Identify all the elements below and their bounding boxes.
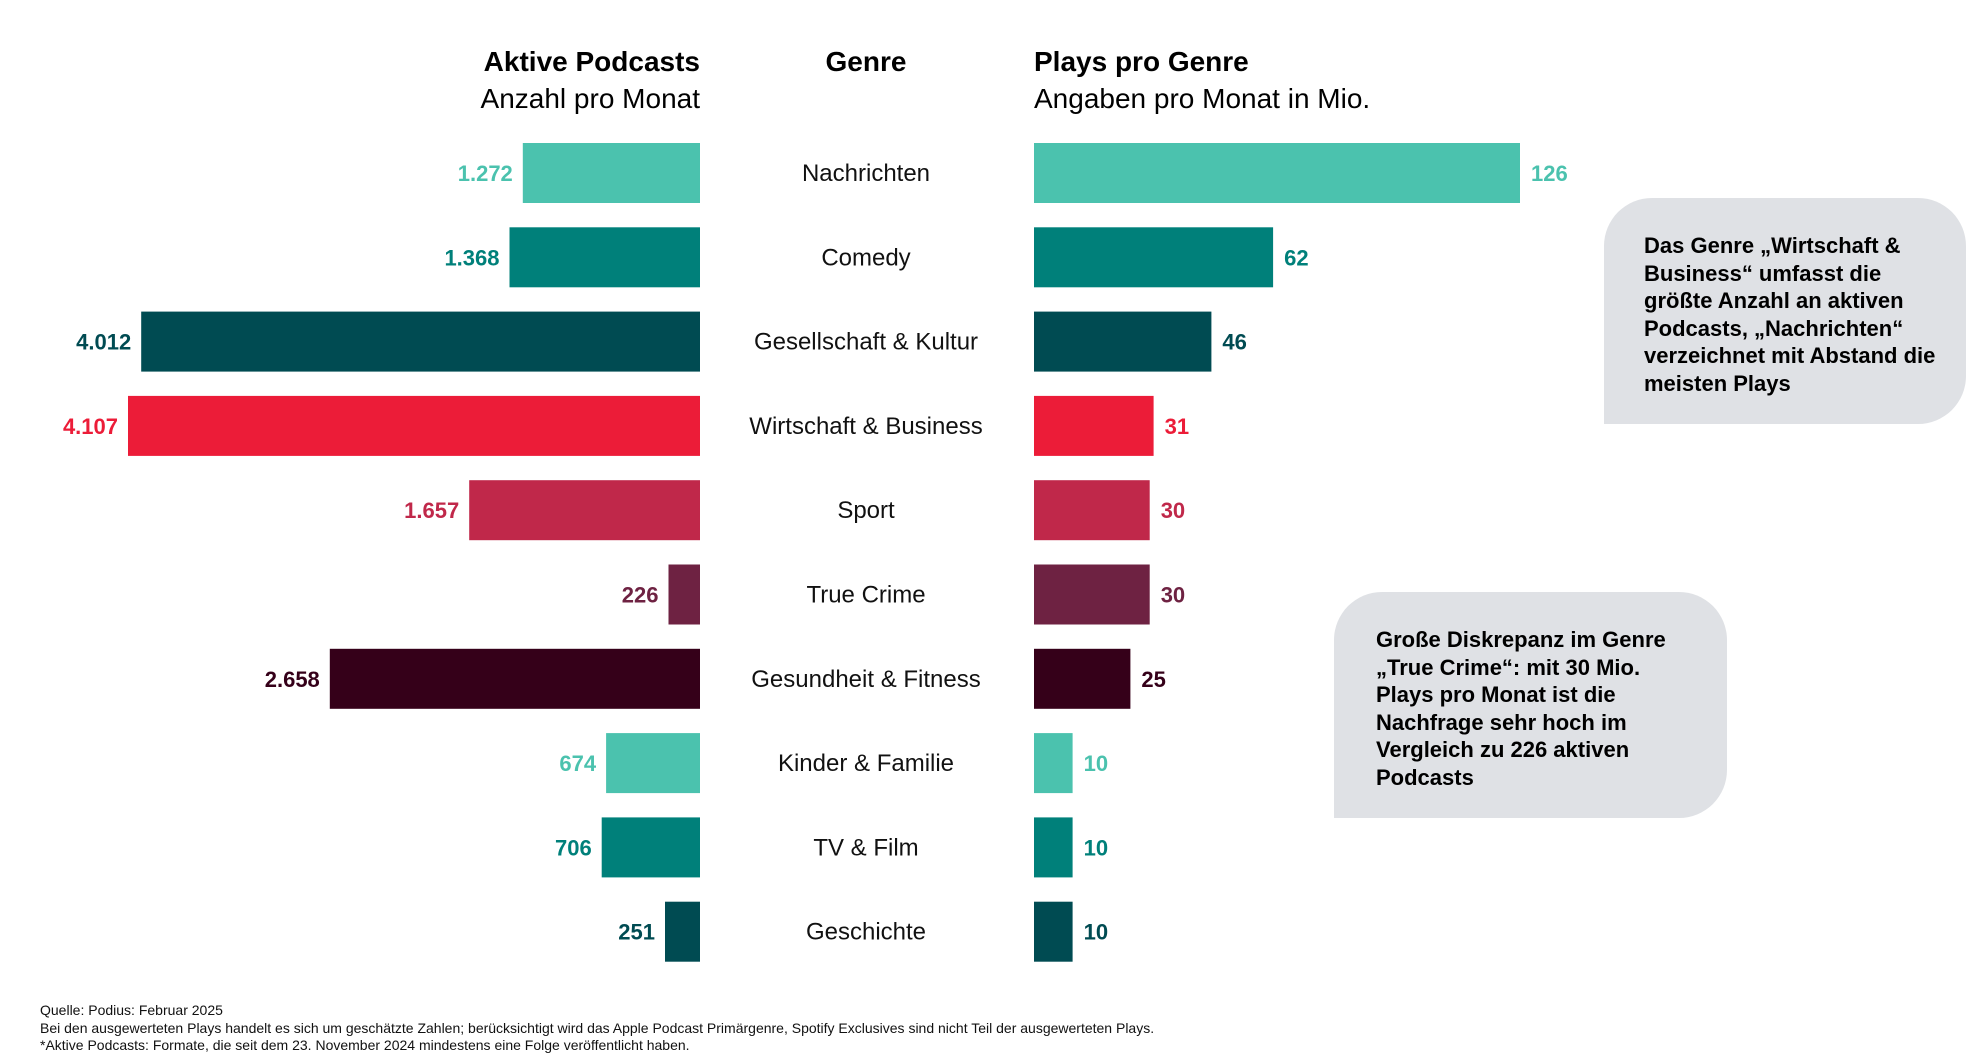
left-header-subtitle: Anzahl pro Monat — [481, 83, 701, 114]
genre-label-wirtschaft-business: Wirtschaft & Business — [749, 413, 982, 440]
genre-label-gesundheit-fitness: Gesundheit & Fitness — [751, 666, 980, 693]
value-label-plays-gesundheit-fitness: 25 — [1141, 667, 1165, 692]
bars-layer: 1.272 Nachrichten 126 1.368 Comedy 62 4.012 Ges… — [63, 143, 1568, 962]
callout-wirtschaft-text: Das Genre „Wirtschaft & Business“ umfass… — [1644, 233, 1936, 396]
value-label-aktive-podcasts-gesundheit-fitness: 2.658 — [265, 667, 320, 692]
bar-plays-comedy — [1034, 227, 1274, 288]
value-label-plays-comedy: 62 — [1284, 245, 1308, 270]
right-header-subtitle: Angaben pro Monat in Mio. — [1034, 83, 1370, 114]
bar-aktive-podcasts-true-crime — [668, 564, 700, 625]
bar-aktive-podcasts-nachrichten — [522, 143, 700, 203]
bar-plays-true-crime — [1034, 564, 1150, 625]
bar-plays-geschichte — [1034, 901, 1073, 962]
value-label-plays-tv-film: 10 — [1084, 835, 1108, 860]
callout-true-crime-text: Große Diskrepanz im Genre „True Crime“: … — [1376, 627, 1666, 790]
bar-plays-sport — [1034, 480, 1150, 541]
center-header-title: Genre — [826, 46, 907, 77]
chart-headers: Aktive Podcasts Anzahl pro Monat Genre P… — [481, 46, 1371, 114]
genre-label-gesellschaft-kultur: Gesellschaft & Kultur — [754, 329, 978, 356]
footnotes: Quelle: Podius: Februar 2025 Bei den aus… — [40, 1002, 1154, 1055]
bar-plays-wirtschaft-business — [1034, 395, 1154, 456]
left-header-title: Aktive Podcasts — [484, 46, 700, 77]
bar-aktive-podcasts-sport — [469, 480, 700, 541]
bar-aktive-podcasts-kinder-familie — [606, 733, 700, 794]
value-label-aktive-podcasts-tv-film: 706 — [555, 835, 592, 860]
value-label-plays-gesellschaft-kultur: 46 — [1222, 330, 1246, 355]
value-label-plays-wirtschaft-business: 31 — [1165, 414, 1189, 439]
value-label-aktive-podcasts-nachrichten: 1.272 — [458, 161, 513, 186]
bar-plays-tv-film — [1034, 817, 1073, 878]
footnote-plays: Bei den ausgewerteten Plays handelt es s… — [40, 1019, 1155, 1036]
genre-label-nachrichten: Nachrichten — [802, 160, 930, 187]
callout-true-crime: Große Diskrepanz im Genre „True Crime“: … — [1334, 592, 1727, 818]
right-header-title: Plays pro Genre — [1034, 46, 1249, 77]
bar-aktive-podcasts-wirtschaft-business — [128, 395, 700, 456]
genre-label-comedy: Comedy — [821, 244, 910, 271]
bar-plays-kinder-familie — [1034, 733, 1073, 794]
value-label-aktive-podcasts-comedy: 1.368 — [444, 245, 499, 270]
value-label-aktive-podcasts-wirtschaft-business: 4.107 — [63, 414, 118, 439]
genre-label-kinder-familie: Kinder & Familie — [778, 750, 954, 777]
bar-plays-gesundheit-fitness — [1034, 648, 1131, 709]
footnote-source: Quelle: Podius: Februar 2025 — [40, 1002, 223, 1018]
bar-aktive-podcasts-comedy — [509, 227, 700, 288]
value-label-plays-geschichte: 10 — [1084, 920, 1108, 945]
bar-aktive-podcasts-gesundheit-fitness — [329, 648, 700, 709]
value-label-aktive-podcasts-sport: 1.657 — [404, 498, 459, 523]
bar-aktive-podcasts-gesellschaft-kultur — [141, 311, 700, 372]
value-label-aktive-podcasts-gesellschaft-kultur: 4.012 — [76, 330, 131, 355]
value-label-aktive-podcasts-kinder-familie: 674 — [559, 751, 596, 776]
genre-label-geschichte: Geschichte — [806, 919, 926, 946]
value-label-aktive-podcasts-true-crime: 226 — [622, 583, 659, 608]
value-label-plays-sport: 30 — [1161, 498, 1185, 523]
bar-plays-nachrichten — [1034, 143, 1520, 203]
genre-label-true-crime: True Crime — [806, 582, 925, 609]
value-label-plays-kinder-familie: 10 — [1084, 751, 1108, 776]
genre-label-tv-film: TV & Film — [813, 834, 918, 861]
bar-plays-gesellschaft-kultur — [1034, 311, 1212, 372]
callout-wirtschaft: Das Genre „Wirtschaft & Business“ umfass… — [1604, 198, 1966, 424]
value-label-plays-true-crime: 30 — [1161, 583, 1185, 608]
bar-aktive-podcasts-geschichte — [665, 901, 700, 962]
value-label-aktive-podcasts-geschichte: 251 — [618, 920, 655, 945]
value-label-plays-nachrichten: 126 — [1531, 161, 1568, 186]
footnote-active-podcasts: *Aktive Podcasts: Formate, die seit dem … — [40, 1037, 690, 1053]
bar-aktive-podcasts-tv-film — [601, 817, 700, 878]
genre-label-sport: Sport — [837, 497, 895, 524]
